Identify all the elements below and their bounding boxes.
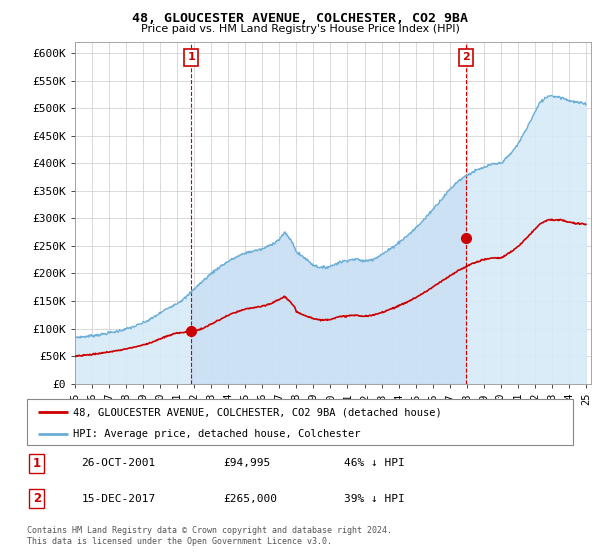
Text: 46% ↓ HPI: 46% ↓ HPI [344,459,404,469]
Text: 1: 1 [187,53,195,62]
Text: 2: 2 [462,53,470,62]
Text: Price paid vs. HM Land Registry's House Price Index (HPI): Price paid vs. HM Land Registry's House … [140,24,460,34]
Text: £265,000: £265,000 [224,493,278,503]
Text: 1: 1 [33,457,41,470]
FancyBboxPatch shape [27,399,573,445]
Text: £94,995: £94,995 [224,459,271,469]
Text: 26-OCT-2001: 26-OCT-2001 [82,459,156,469]
Text: 39% ↓ HPI: 39% ↓ HPI [344,493,404,503]
Text: 15-DEC-2017: 15-DEC-2017 [82,493,156,503]
Text: Contains HM Land Registry data © Crown copyright and database right 2024.
This d: Contains HM Land Registry data © Crown c… [27,526,392,546]
Text: 48, GLOUCESTER AVENUE, COLCHESTER, CO2 9BA: 48, GLOUCESTER AVENUE, COLCHESTER, CO2 9… [132,12,468,25]
Text: HPI: Average price, detached house, Colchester: HPI: Average price, detached house, Colc… [73,429,361,438]
Text: 2: 2 [33,492,41,505]
Text: 48, GLOUCESTER AVENUE, COLCHESTER, CO2 9BA (detached house): 48, GLOUCESTER AVENUE, COLCHESTER, CO2 9… [73,407,442,417]
